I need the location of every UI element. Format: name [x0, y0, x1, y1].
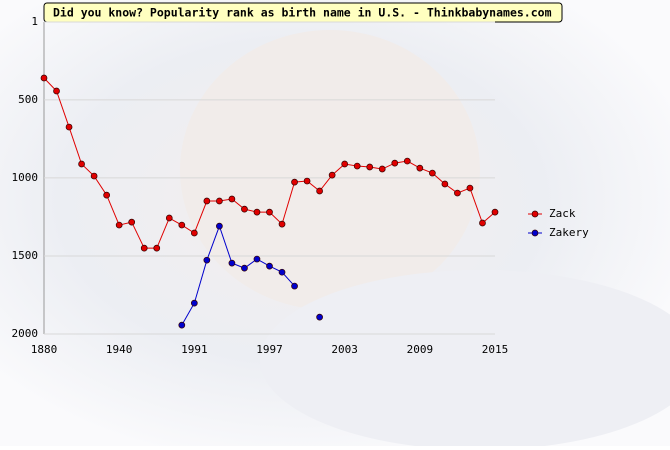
- data-point: [190, 229, 198, 237]
- data-point: [53, 87, 60, 95]
- y-tick-label: 500: [18, 93, 38, 106]
- data-point: [378, 165, 386, 173]
- data-point: [40, 74, 48, 82]
- data-point: [353, 162, 361, 170]
- chart-title: Did you know? Popularity rank as birth n…: [53, 6, 552, 20]
- data-point: [416, 164, 424, 172]
- data-point: [391, 159, 399, 167]
- data-point: [366, 163, 374, 171]
- data-point: [253, 208, 261, 216]
- data-point: [165, 214, 173, 222]
- data-point: [178, 321, 186, 329]
- data-point: [228, 259, 236, 267]
- data-point: [291, 178, 298, 186]
- data-point: [241, 264, 248, 272]
- data-point: [328, 171, 336, 179]
- data-point: [479, 219, 486, 227]
- x-tick-label: 2009: [407, 343, 434, 356]
- data-point: [491, 208, 499, 216]
- legend-marker: [531, 229, 539, 237]
- data-point: [466, 184, 474, 192]
- data-point: [341, 160, 349, 168]
- data-point: [316, 187, 323, 195]
- legend-marker: [531, 210, 539, 218]
- data-point: [266, 208, 273, 216]
- data-point: [216, 197, 223, 205]
- x-tick-label: 1991: [181, 343, 208, 356]
- data-point: [266, 262, 273, 270]
- data-point: [316, 313, 323, 321]
- data-point: [303, 177, 311, 185]
- data-point: [153, 244, 161, 252]
- background-shape: [260, 270, 670, 450]
- data-point: [216, 222, 223, 230]
- data-point: [190, 299, 198, 307]
- x-tick-label: 2003: [331, 343, 358, 356]
- data-point: [140, 244, 148, 252]
- x-tick-label: 1940: [106, 343, 133, 356]
- data-point: [441, 180, 449, 188]
- x-tick-label: 1880: [31, 343, 58, 356]
- x-tick-label: 1997: [256, 343, 283, 356]
- background-shape: [180, 30, 480, 310]
- data-point: [241, 205, 248, 213]
- data-point: [203, 256, 211, 264]
- y-tick-label: 1000: [12, 171, 39, 184]
- data-point: [403, 157, 411, 165]
- data-point: [78, 160, 85, 168]
- data-point: [203, 197, 211, 205]
- data-point: [90, 172, 98, 180]
- data-point: [128, 218, 136, 226]
- data-point: [65, 123, 73, 131]
- data-point: [278, 268, 286, 276]
- y-tick-label: 1500: [12, 249, 39, 262]
- y-tick-label: 1: [31, 15, 38, 28]
- data-point: [278, 220, 286, 228]
- x-tick-label: 2015: [482, 343, 509, 356]
- legend-label: Zakery: [549, 226, 589, 239]
- legend-label: Zack: [549, 207, 576, 220]
- data-point: [115, 221, 123, 229]
- data-point: [291, 282, 298, 290]
- data-point: [228, 195, 236, 203]
- data-point: [454, 189, 461, 197]
- y-tick-label: 2000: [12, 327, 39, 340]
- data-point: [429, 169, 436, 177]
- data-point: [103, 191, 110, 199]
- data-point: [178, 221, 186, 229]
- data-point: [253, 255, 261, 263]
